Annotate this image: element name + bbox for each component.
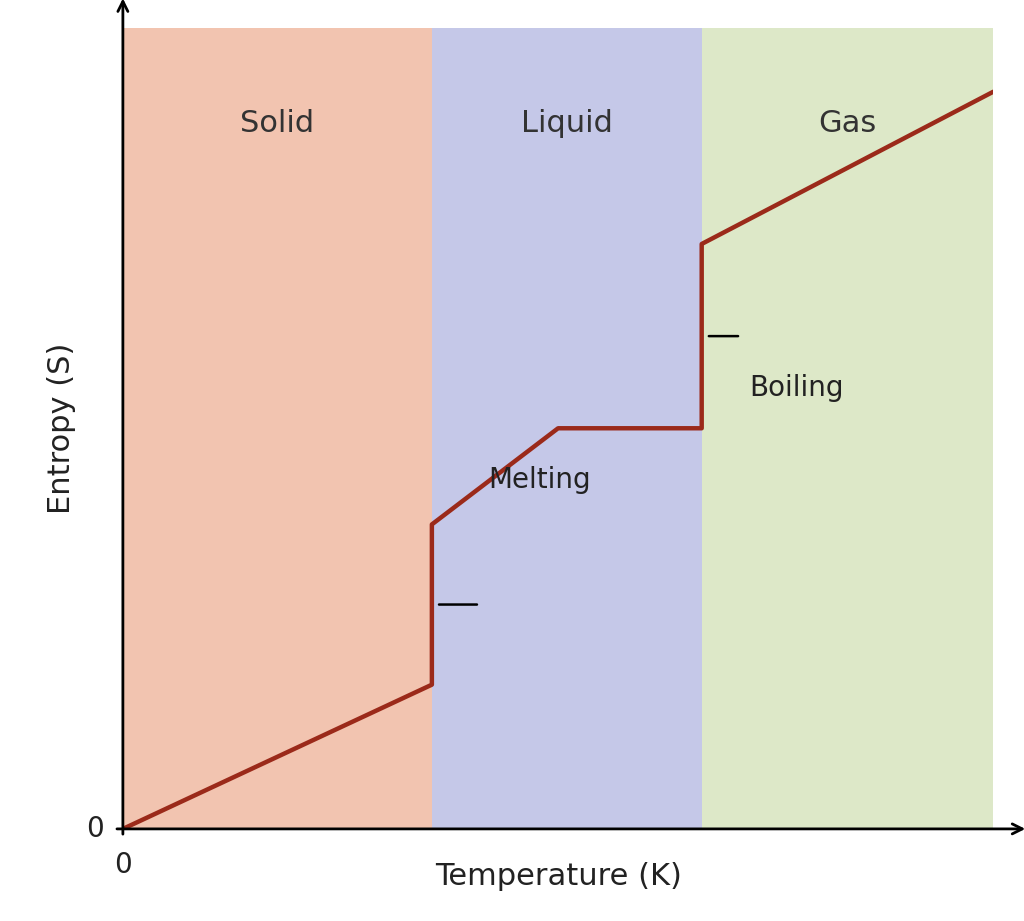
Text: Liquid: Liquid bbox=[521, 110, 612, 138]
Bar bbox=[123, 28, 432, 829]
Text: Gas: Gas bbox=[818, 110, 877, 138]
Text: Temperature (K): Temperature (K) bbox=[434, 862, 682, 892]
Bar bbox=[432, 28, 701, 829]
Text: 0: 0 bbox=[114, 851, 132, 879]
Text: Boiling: Boiling bbox=[750, 374, 844, 402]
Text: 0: 0 bbox=[86, 815, 103, 843]
Text: Melting: Melting bbox=[488, 466, 591, 495]
Text: Entropy (S): Entropy (S) bbox=[47, 343, 77, 514]
Text: Solid: Solid bbox=[241, 110, 314, 138]
Bar bbox=[701, 28, 993, 829]
